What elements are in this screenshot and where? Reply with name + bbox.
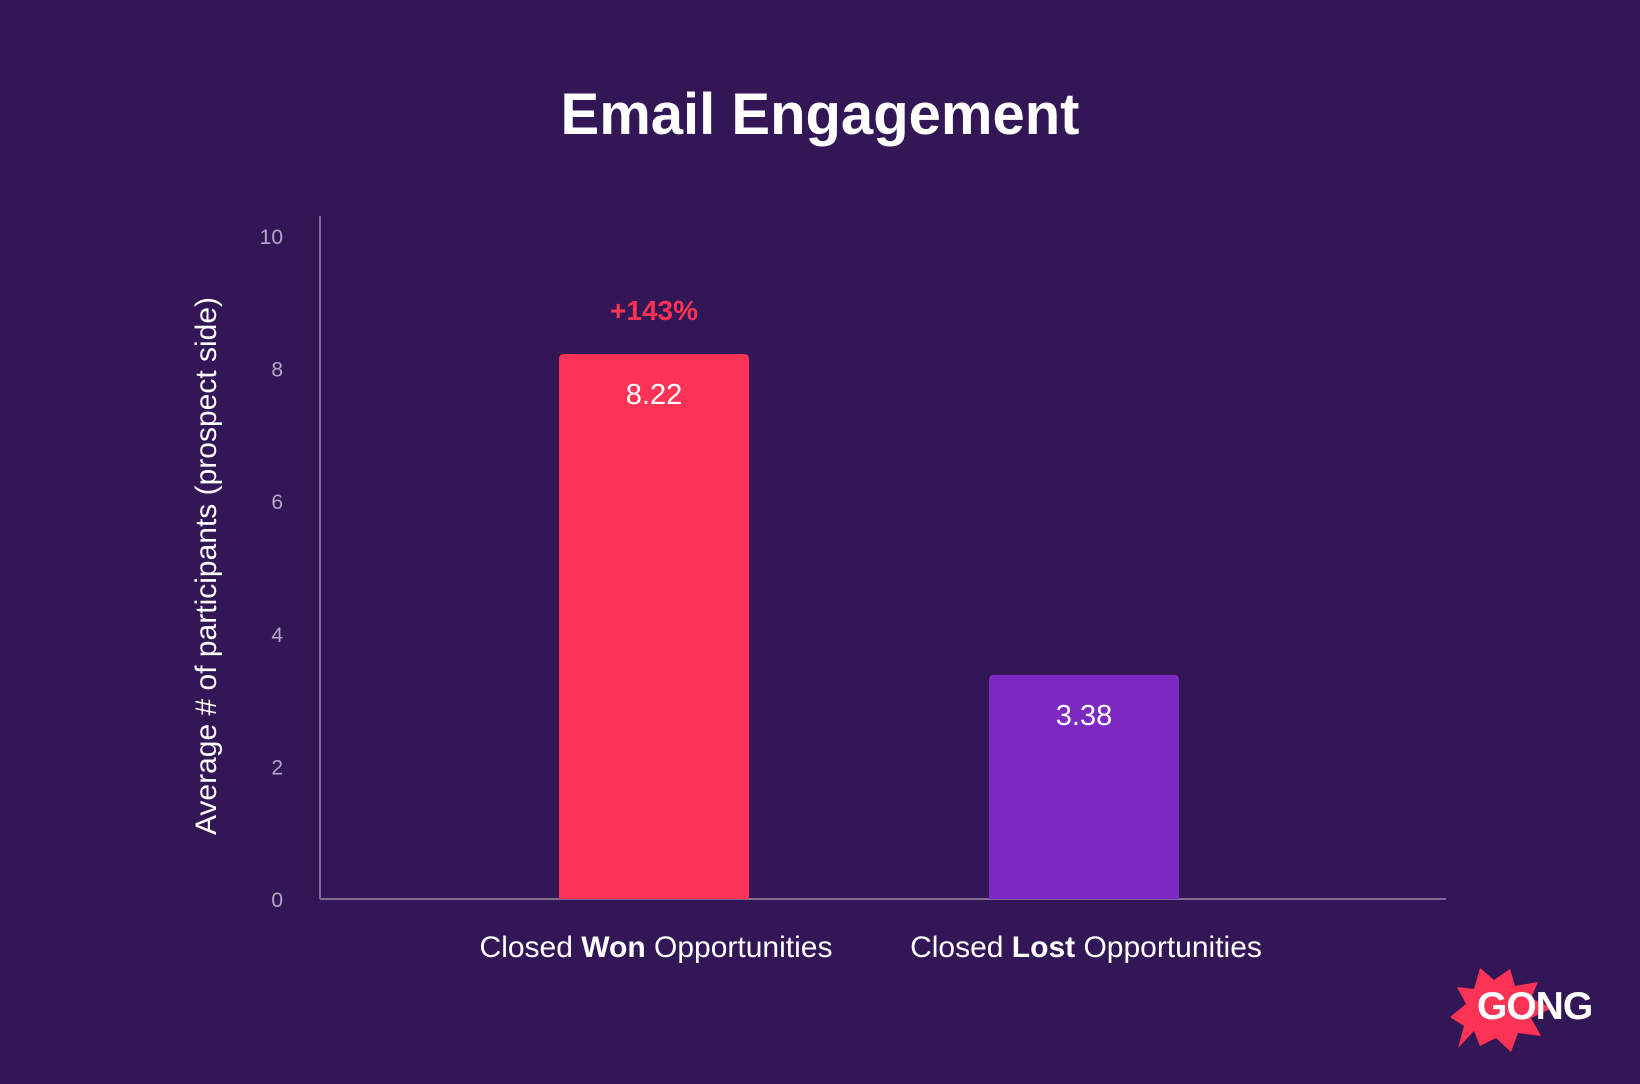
category-emphasis: Won [581,931,645,964]
x-category-label: Closed Lost Opportunities [910,931,1262,964]
y-axis-label: Average # of participants (prospect side… [190,297,223,835]
gong-logo: GONG [1450,968,1593,1052]
bar-value-label: 8.22 [626,379,682,411]
chart-title: Email Engagement [561,82,1080,147]
bar-value-label: 3.38 [1056,700,1112,732]
bar-closed-lost [989,674,1179,899]
y-tick-label: 4 [271,624,283,647]
y-tick-label: 10 [260,226,283,249]
logo-burst-icon [1450,968,1552,1052]
y-tick-label: 0 [271,889,283,912]
x-category-label: Closed Won Opportunities [480,931,833,964]
category-emphasis: Lost [1012,931,1075,964]
bar-closed-won [559,354,749,899]
y-tick-label: 8 [271,359,283,382]
category-prefix: Closed [910,931,1012,964]
category-suffix: Opportunities [1075,931,1262,964]
change-annotation: +143% [610,295,698,326]
logo-text: GONG [1477,985,1592,1028]
y-tick-label: 2 [271,756,283,779]
category-prefix: Closed [480,931,582,964]
category-suffix: Opportunities [646,931,833,964]
y-tick-label: 6 [271,491,283,514]
